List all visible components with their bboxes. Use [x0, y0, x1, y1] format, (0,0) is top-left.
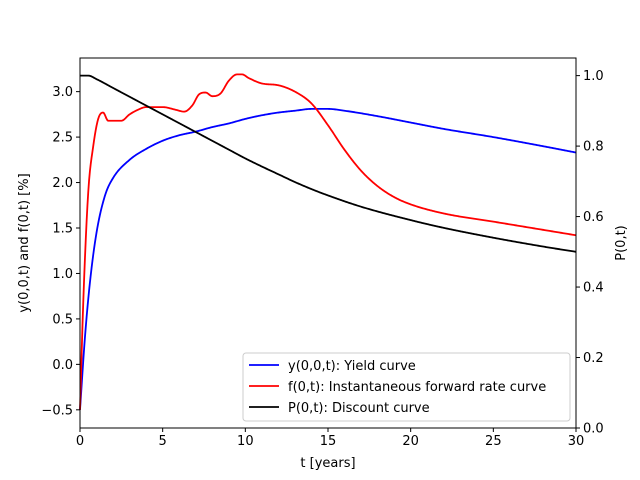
- legend: y(0,0,t): Yield curve f(0,t): Instantane…: [242, 352, 571, 422]
- y-left-axis-ticks: −0.5 0.0 0.5 1.0 1.5 2.0 2.5 3.0: [41, 85, 80, 418]
- y-right-tick-label: 0.0: [583, 422, 604, 437]
- legend-label-forward: f(0,t): Instantaneous forward rate curve: [288, 380, 546, 395]
- y-right-tick-label: 0.8: [583, 140, 604, 155]
- y-left-tick-label: 0.5: [52, 312, 73, 327]
- yield-curve-line: [79, 108, 577, 410]
- y-left-tick-label: 1.0: [52, 267, 73, 282]
- y-left-tick-label: 2.0: [52, 176, 73, 191]
- y-left-tick-label: 3.0: [52, 85, 73, 100]
- x-tick-label: 20: [402, 434, 419, 449]
- x-axis-title: t [years]: [300, 456, 355, 471]
- x-tick-label: 15: [320, 434, 337, 449]
- y-right-axis-title: P(0,t): [614, 225, 629, 260]
- plot-lines: [79, 73, 577, 410]
- legend-label-yield: y(0,0,t): Yield curve: [288, 359, 416, 374]
- x-tick-label: 10: [237, 434, 254, 449]
- x-tick-label: 30: [568, 434, 585, 449]
- y-right-tick-label: 0.4: [583, 281, 604, 296]
- x-tick-label: 25: [485, 434, 502, 449]
- x-tick-label: 5: [159, 434, 167, 449]
- y-left-axis-title: y(0,0,t) and f(0,t) [%]: [17, 173, 32, 312]
- y-left-tick-label: −0.5: [41, 403, 73, 418]
- y-right-tick-label: 0.6: [583, 210, 604, 225]
- y-left-tick-label: 2.5: [52, 131, 73, 146]
- y-left-tick-label: 0.0: [52, 358, 73, 373]
- forward-rate-curve-line: [79, 73, 577, 410]
- legend-box: [242, 352, 571, 422]
- y-right-tick-label: 0.2: [583, 351, 604, 366]
- y-left-tick-label: 1.5: [52, 222, 73, 237]
- x-axis-ticks: 0 5 10 15 20 25 30: [76, 428, 584, 449]
- discount-curve-line: [79, 74, 577, 253]
- y-right-axis-ticks: 0.0 0.2 0.4 0.6 0.8 1.0: [576, 69, 604, 437]
- y-right-tick-label: 1.0: [583, 69, 604, 84]
- x-tick-label: 0: [76, 434, 84, 449]
- legend-label-discount: P(0,t): Discount curve: [288, 401, 430, 416]
